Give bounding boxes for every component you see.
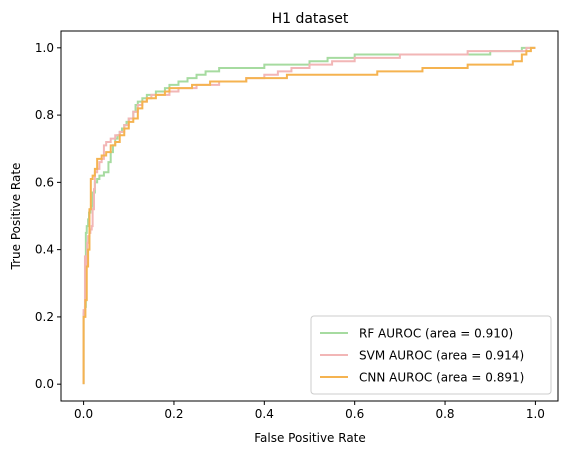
x-axis-label: False Positive Rate bbox=[254, 431, 366, 445]
x-tick-label: 1.0 bbox=[526, 407, 545, 421]
series-layer bbox=[82, 46, 536, 385]
chart-title: H1 dataset bbox=[272, 11, 349, 27]
x-tick-label: 0.8 bbox=[435, 407, 454, 421]
legend-label: RF AUROC (area = 0.910) bbox=[359, 327, 513, 341]
legend-label: SVM AUROC (area = 0.914) bbox=[359, 349, 524, 363]
legend: RF AUROC (area = 0.910) SVM AUROC (area =… bbox=[310, 315, 552, 395]
y-tick-label: 0.0 bbox=[35, 377, 54, 391]
y-tick-label: 0.4 bbox=[35, 243, 54, 257]
x-tick-label: 0.2 bbox=[164, 407, 183, 421]
x-tick-label: 0.4 bbox=[255, 407, 274, 421]
series-line-1 bbox=[82, 46, 536, 385]
legend-box bbox=[310, 315, 552, 395]
y-axis-label: True Positive Rate bbox=[9, 163, 23, 271]
y-tick-label: 0.6 bbox=[35, 175, 54, 189]
x-tick-label: 0.0 bbox=[74, 407, 93, 421]
series-line-2 bbox=[82, 46, 536, 385]
plot-frame bbox=[60, 30, 559, 402]
ticks-layer: 0.0 0.2 0.4 0.6 0.8 1.0 0.0 0.2 0.4 0.6 0.8 1.0 bbox=[35, 41, 545, 421]
y-tick-label: 0.8 bbox=[35, 108, 54, 122]
x-tick-label: 0.6 bbox=[345, 407, 364, 421]
y-tick-label: 1.0 bbox=[35, 41, 54, 55]
y-tick-label: 0.2 bbox=[35, 310, 54, 324]
legend-label: CNN AUROC (area = 0.891) bbox=[359, 371, 524, 385]
